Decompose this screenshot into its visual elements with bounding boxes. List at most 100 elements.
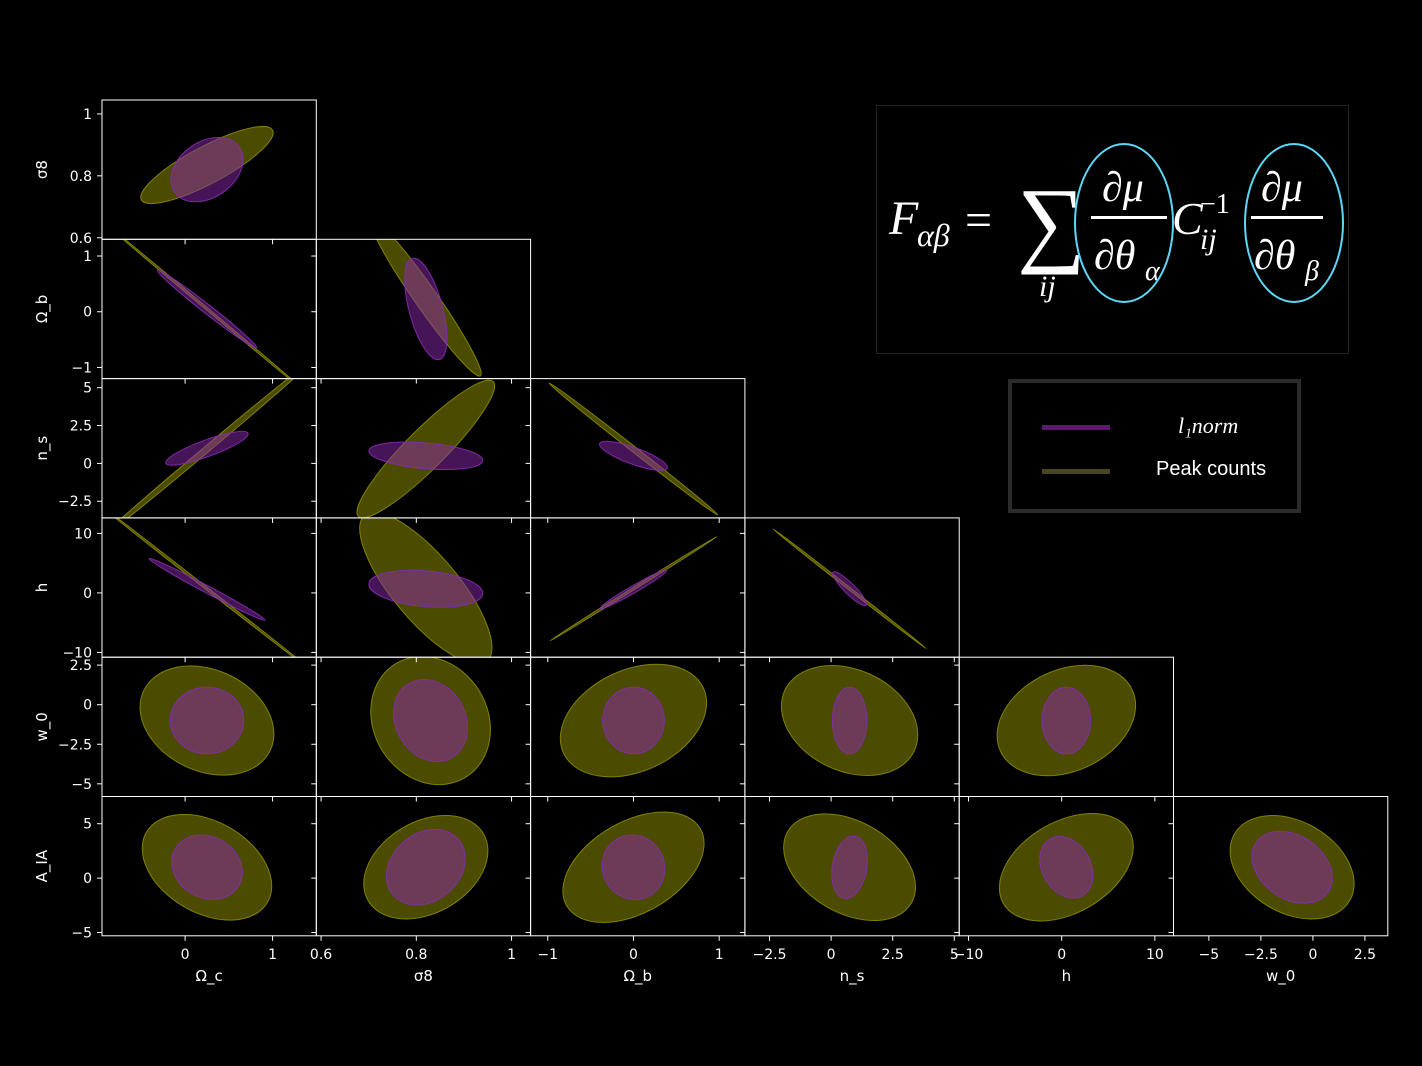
panel-ellipses-2-1 [356, 379, 496, 518]
y-tick-label: 2.5 [70, 658, 92, 674]
fisher-formula: F αβ = ∑ ij ∂μ ∂θ α C −1 ij ∂μ ∂θ β [888, 143, 1344, 303]
y-tick-label: 1 [83, 249, 92, 265]
x-tick-label: 0 [827, 947, 836, 963]
formula-den-left-sub: α [1145, 256, 1161, 287]
y-axis-label: w_0 [33, 712, 52, 741]
panel-ellipses-4-3 [780, 665, 919, 776]
panel-ellipses-5-3 [783, 813, 917, 922]
x-tick-label: 0.8 [405, 947, 427, 963]
l1norm-ellipse [599, 569, 668, 610]
highlight-circle-right [1244, 143, 1344, 303]
legend-label-l1norm: l₁norm [1178, 413, 1239, 438]
y-tick-label: 0 [83, 698, 92, 714]
y-tick-label: 5 [83, 381, 92, 397]
y-tick-label: −1 [71, 360, 92, 376]
l1norm-ellipse [393, 679, 469, 763]
legend-item-peak-counts [1042, 459, 1110, 483]
y-axis-label: A_IA [33, 849, 52, 882]
formula-matrix: C [1172, 193, 1204, 244]
formula-matrix-sup: −1 [1200, 189, 1230, 220]
y-tick-label: −10 [62, 645, 92, 661]
legend: l₁norm Peak counts [1008, 379, 1301, 513]
legend-swatch-peak-counts [1042, 468, 1110, 474]
panel-ellipses-3-2 [549, 535, 718, 642]
x-axis-label: Ω_b [624, 967, 652, 986]
highlight-circle-left [1074, 143, 1174, 303]
formula-den-left: ∂θ [1094, 233, 1135, 279]
formula-matrix-sub: ij [1200, 223, 1217, 256]
x-tick-label: −1 [537, 947, 558, 963]
l1norm-ellipse [404, 257, 448, 361]
y-tick-label: 0 [83, 456, 92, 472]
x-tick-label: −2.5 [1244, 947, 1278, 963]
x-axis-label: Ω_c [196, 967, 223, 986]
x-axis-label: n_s [840, 967, 865, 986]
y-tick-label: −5 [71, 777, 92, 793]
l1norm-ellipse [1039, 835, 1094, 899]
legend-swatch-l1norm [1042, 424, 1110, 430]
y-axis-label: h [33, 583, 51, 593]
x-tick-label: 10 [1146, 947, 1164, 963]
l1norm-ellipse [831, 686, 868, 755]
x-axis-label: h [1062, 967, 1072, 985]
l1norm-ellipse [599, 440, 668, 471]
x-tick-label: 1 [268, 947, 277, 963]
formula-num-left: ∂μ [1102, 165, 1144, 211]
l1norm-ellipse [601, 834, 666, 900]
x-tick-label: 0 [181, 947, 190, 963]
x-tick-label: 5 [950, 947, 959, 963]
panel-ellipses-5-4 [998, 813, 1134, 922]
formula-lhs: F [888, 192, 919, 245]
y-tick-label: 5 [83, 817, 92, 833]
panel-ellipses-2-2 [548, 382, 719, 516]
x-tick-label: 0 [629, 947, 638, 963]
l1norm-ellipse [368, 569, 484, 608]
panel-ellipses-1-0 [102, 239, 312, 379]
l1norm-ellipse [169, 686, 245, 755]
legend-label-peak-counts: Peak counts [1156, 458, 1267, 480]
l1norm-ellipse [165, 430, 249, 466]
panel-ellipses-1-1 [369, 239, 482, 377]
l1norm-ellipse [831, 835, 868, 899]
panel-ellipses-5-5 [1229, 815, 1355, 920]
fisher-formula-box: F αβ = ∑ ij ∂μ ∂θ α C −1 ij ∂μ ∂θ β [876, 105, 1349, 354]
panel-ellipses-4-4 [996, 664, 1137, 777]
panel-ellipses-2-0 [102, 378, 315, 518]
y-tick-label: 10 [74, 526, 92, 542]
panel-ellipses-3-0 [102, 517, 317, 658]
x-tick-label: 0 [1308, 947, 1317, 963]
panel-ellipses-3-3 [772, 528, 927, 650]
l1norm-ellipse [148, 557, 266, 621]
l1norm-ellipse [156, 269, 258, 349]
x-axis-label: σ8 [414, 967, 433, 985]
y-tick-label: 0.8 [70, 169, 92, 185]
panel-ellipses-4-0 [139, 665, 275, 776]
y-tick-label: 1 [83, 107, 92, 123]
y-tick-label: −5 [71, 926, 92, 942]
x-axis-label: w_0 [1266, 967, 1295, 986]
x-tick-label: −2.5 [753, 947, 787, 963]
y-tick-label: −2.5 [58, 737, 92, 753]
y-tick-label: 2.5 [70, 419, 92, 435]
legend-item-l1norm [1042, 415, 1110, 439]
x-tick-label: 2.5 [1354, 947, 1376, 963]
formula-den-right: ∂θ [1254, 233, 1295, 279]
l1norm-ellipse [170, 137, 244, 203]
l1norm-ellipse [385, 828, 466, 906]
y-axis-label: n_s [33, 436, 52, 461]
formula-num-right: ∂μ [1261, 165, 1303, 211]
l1norm-ellipse [1041, 686, 1092, 755]
y-tick-label: −2.5 [58, 494, 92, 510]
y-tick-label: 0 [83, 586, 92, 602]
panel-ellipses-5-2 [562, 811, 705, 924]
y-axis-label: Ω_b [33, 295, 52, 323]
panel-ellipses-4-1 [370, 657, 491, 786]
panel-ellipses-4-2 [559, 663, 708, 778]
y-tick-label: 0 [83, 305, 92, 321]
formula-sum-sub: ij [1039, 270, 1056, 303]
x-tick-label: 1 [715, 947, 724, 963]
panel-frame-5-5 [1173, 796, 1389, 937]
x-tick-label: 0 [1057, 947, 1066, 963]
l1norm-ellipse [171, 834, 243, 900]
